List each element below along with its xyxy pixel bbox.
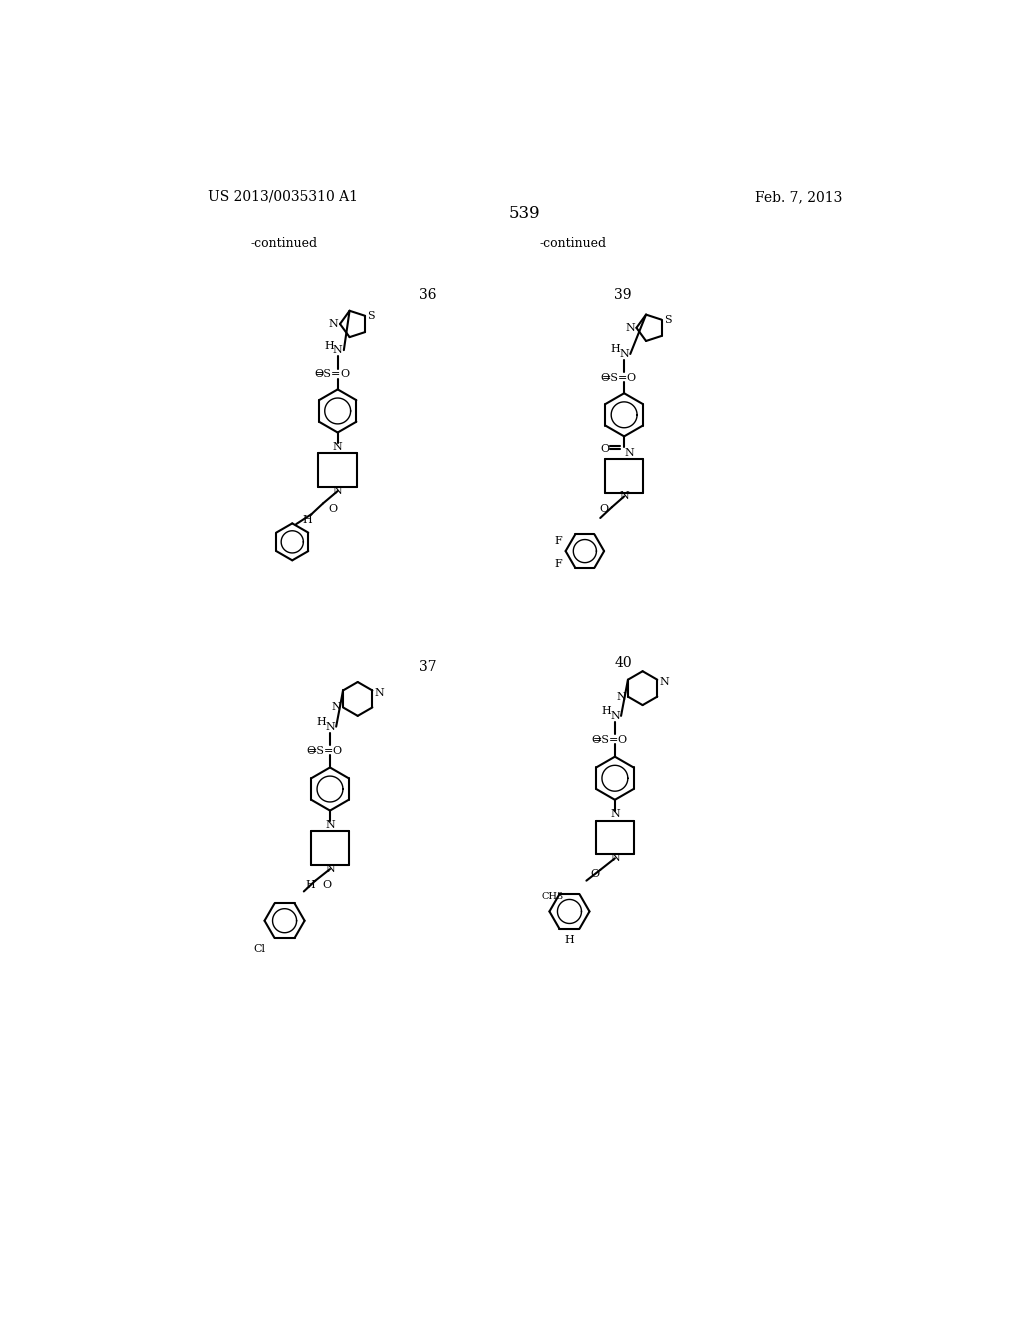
Text: O: O	[599, 504, 608, 513]
Text: O: O	[600, 372, 609, 383]
Text: O: O	[323, 879, 332, 890]
Text: -continued: -continued	[540, 236, 607, 249]
Text: N: N	[325, 865, 335, 874]
Text: CH3: CH3	[542, 891, 563, 900]
Text: H: H	[303, 515, 312, 525]
Text: 539: 539	[509, 206, 541, 222]
Text: N: N	[625, 447, 635, 458]
Text: H: H	[564, 935, 574, 945]
Text: O: O	[314, 370, 323, 379]
Text: F: F	[554, 560, 562, 569]
Text: F: F	[554, 536, 562, 546]
Text: US 2013/0035310 A1: US 2013/0035310 A1	[208, 190, 357, 203]
Text: 39: 39	[614, 289, 632, 302]
Text: 37: 37	[419, 660, 437, 673]
Text: N: N	[610, 711, 620, 721]
Text: N: N	[333, 345, 343, 355]
Text: N: N	[333, 486, 343, 496]
Text: O: O	[329, 504, 338, 513]
Text: N: N	[333, 442, 343, 453]
Text: N: N	[325, 722, 335, 731]
Text: O: O	[340, 370, 349, 379]
Text: O: O	[306, 746, 315, 755]
Text: 40: 40	[614, 656, 632, 669]
Text: N: N	[375, 688, 384, 698]
Text: N: N	[620, 491, 629, 502]
Text: N: N	[610, 853, 620, 863]
Text: Feb. 7, 2013: Feb. 7, 2013	[755, 190, 842, 203]
Text: N: N	[329, 319, 339, 329]
Text: S: S	[368, 310, 375, 321]
Text: H: H	[325, 341, 334, 351]
Text: -continued: -continued	[251, 236, 318, 249]
Text: N: N	[659, 677, 669, 686]
Text: N: N	[331, 702, 341, 713]
Text: O: O	[590, 869, 599, 879]
Text: N: N	[610, 809, 620, 820]
Text: =S=: =S=	[315, 370, 342, 379]
Text: O: O	[591, 735, 600, 744]
Text: N: N	[616, 692, 626, 702]
Text: S: S	[664, 314, 672, 325]
Text: O: O	[617, 735, 627, 744]
Text: H: H	[316, 717, 327, 727]
Text: Cl: Cl	[253, 944, 265, 954]
Text: N: N	[626, 323, 635, 333]
Text: O: O	[600, 445, 609, 454]
Text: O: O	[627, 372, 636, 383]
Text: N: N	[620, 348, 629, 359]
Text: O: O	[333, 746, 341, 755]
Text: H: H	[610, 345, 621, 354]
Text: H: H	[601, 706, 611, 717]
Text: =S=: =S=	[602, 372, 628, 383]
Text: H: H	[305, 879, 314, 890]
Text: 36: 36	[419, 289, 437, 302]
Text: =S=: =S=	[307, 746, 334, 755]
Text: =S=: =S=	[593, 735, 618, 744]
Text: N: N	[325, 820, 335, 830]
